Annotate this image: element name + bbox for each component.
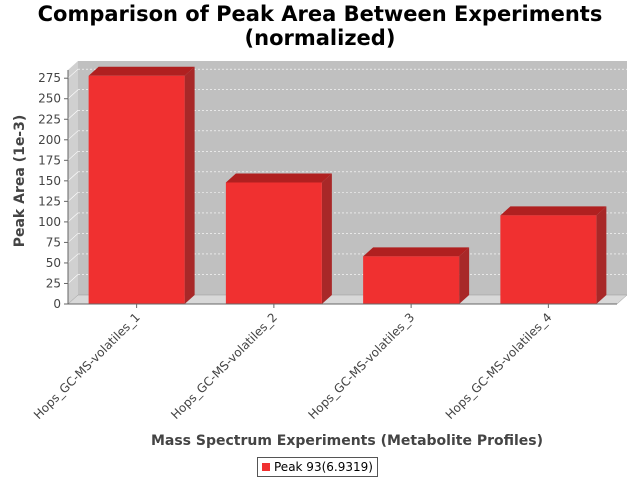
bar [363, 247, 470, 304]
plot-left-wall [68, 61, 78, 304]
chart-title: Comparison of Peak Area Between Experime… [37, 2, 603, 50]
grid-line-wall [67, 89, 79, 99]
x-tick-label: Hops_GC-MS-volatiles_3 [306, 310, 418, 422]
bar-side [321, 173, 332, 304]
y-tick-label: 275 [38, 71, 61, 85]
y-tick-label: 175 [38, 153, 61, 167]
bar-front [225, 182, 322, 304]
bar-top [500, 206, 607, 216]
bar-top [225, 173, 332, 183]
legend-label: Peak 93(6.9319) [274, 460, 373, 474]
bar-side [459, 247, 470, 304]
grid-line-wall [67, 212, 79, 223]
grid-line-wall [67, 233, 79, 243]
y-tick-label: 100 [38, 215, 61, 229]
y-axis: 0 25 50 75 100 125 150 175 200 225 250 275 [38, 70, 69, 311]
y-tick-label: 150 [38, 174, 61, 188]
y-tick-label: 200 [38, 133, 61, 147]
bar-top [88, 66, 195, 76]
bar [500, 206, 607, 304]
bar-side [596, 206, 607, 304]
x-tick-label: Hops_GC-MS-volatiles_1 [31, 310, 143, 422]
y-tick-label: 225 [38, 112, 61, 126]
grid-line-wall [67, 130, 79, 141]
y-tick-label: 250 [38, 92, 61, 106]
bar-top [363, 247, 470, 257]
x-axis: Hops_GC-MS-volatiles_1 Hops_GC-MS-volatil… [31, 303, 617, 422]
legend: Peak 93(6.9319) [257, 457, 378, 477]
bar-front [500, 215, 597, 304]
bar [88, 66, 195, 304]
x-tick-label: Hops_GC-MS-volatiles_4 [443, 310, 555, 422]
grid-line-wall [67, 68, 79, 79]
y-tick-label: 0 [53, 297, 61, 311]
y-tick-label: 25 [46, 276, 61, 290]
bar [225, 173, 332, 304]
x-axis-title: Mass Spectrum Experiments (Metabolite Pr… [151, 433, 543, 449]
grid-line-wall [67, 110, 79, 120]
grid-line-wall [67, 192, 79, 202]
y-tick-label: 75 [46, 235, 61, 249]
grid-line-wall [67, 253, 79, 264]
legend-swatch [262, 463, 270, 471]
bar-front [363, 256, 460, 304]
grid-line-wall [67, 151, 79, 161]
bars [88, 66, 607, 304]
y-axis-title: Peak Area (1e-3) [12, 115, 28, 248]
y-tick-label: 125 [38, 194, 61, 208]
y-tick-label: 50 [46, 256, 61, 270]
bar-side [184, 66, 195, 304]
grid-line-wall [67, 171, 79, 182]
x-tick-label: Hops_GC-MS-volatiles_2 [168, 310, 280, 422]
bar-front [88, 75, 185, 304]
grid-line-wall [67, 274, 79, 284]
